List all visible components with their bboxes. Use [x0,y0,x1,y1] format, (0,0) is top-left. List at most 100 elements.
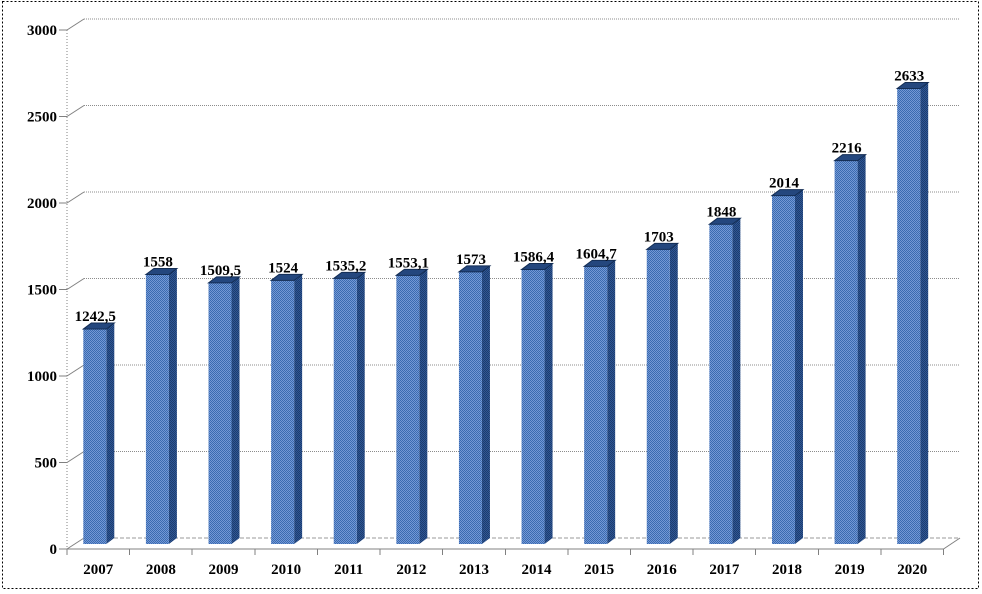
y-tick-depth-connector [66,105,85,117]
bar-front-face [208,282,232,544]
bar-front-face [145,274,169,544]
bar-top-face [269,273,304,281]
bar-group-2014: 1586,4 [513,250,555,544]
chart-floor [59,537,961,555]
bar-group-2008: 1558 [143,254,179,544]
x-tick-label: 2016 [647,562,678,578]
bar-front-face [771,195,795,544]
bar-front-face [897,88,921,544]
bar-front-face [709,224,733,544]
bar-side-face [669,243,678,545]
x-tick-label: 2008 [146,562,176,578]
bar-value-label: 2014 [769,176,800,192]
bar-group-2016: 1703 [644,229,680,545]
bar-top-face [144,267,179,275]
bar-top-face [332,271,367,279]
y-tick-label: 1000 [27,369,57,385]
bar-value-label: 1242,5 [75,309,116,325]
y-tick-depth-connector [66,451,85,463]
x-tick-label: 2010 [271,562,301,578]
bar-value-label: 1524 [268,260,299,276]
x-tick-label: 2011 [334,562,363,578]
bar-front-face [396,275,420,544]
bar-value-label: 1848 [706,204,736,220]
bar-side-face [607,260,616,544]
bar-top-face [707,217,742,225]
bar-side-face [794,189,803,544]
bar-top-face [394,268,429,276]
bar-side-face [732,218,741,544]
bar-top-face [207,276,242,284]
bar-top-face [81,322,116,330]
bar-value-label: 2633 [894,68,924,84]
bar-value-label: 1604,7 [576,246,618,262]
bar-side-face [168,268,177,544]
bar-side-face [419,269,428,544]
bar-group-2019: 2216 [832,141,868,544]
x-tick-label: 2007 [83,562,114,578]
bar-side-face [857,154,866,544]
bar-group-2012: 1553,1 [388,255,429,544]
bar-value-label: 1703 [644,229,674,245]
y-tick-depth-connector [66,537,85,550]
bar-top-face [895,81,930,89]
y-tick-depth-connector [66,364,85,377]
x-tick-label: 2013 [459,562,489,578]
bar-top-face [770,189,805,197]
floor-right-depth-edge [943,537,961,550]
bar-top-face [520,263,555,271]
x-tick-label: 2018 [772,562,802,578]
bar-value-label: 1573 [456,252,486,268]
bar-front-face [458,271,482,544]
bar-top-face [833,154,868,162]
y-tick-depth-connector [66,278,85,290]
x-tick-label: 2017 [709,562,740,578]
bar-side-face [231,276,240,544]
bar-front-face [646,249,670,545]
bar-group-2020: 2633 [894,68,930,544]
bar-front-face [333,278,357,544]
x-tick-label: 2014 [522,562,553,578]
x-tick-label: 2012 [396,562,426,578]
y-tick-label: 2500 [27,110,57,126]
bar-side-face [356,272,365,544]
bar-side-face [544,263,553,544]
bar-group-2015: 1604,7 [576,246,618,544]
bar-group-2013: 1573 [456,252,492,544]
bar-top-face [645,242,680,250]
x-tick-label: 2019 [835,562,865,578]
x-tick-label: 2020 [897,562,927,578]
bar-group-2017: 1848 [706,204,742,544]
bar-top-face [457,265,492,273]
bar-front-face [584,266,608,544]
bar-side-face [106,323,115,544]
y-tick-label: 500 [35,456,58,472]
x-tick-label: 2015 [584,562,614,578]
bar-front-face [83,329,107,544]
bar-top-face [582,259,617,267]
bar-value-label: 1509,5 [200,263,241,279]
y-tick-depth-connector [66,18,85,31]
bar-value-label: 1558 [143,254,173,270]
bar-value-label: 1535,2 [325,258,366,274]
bar-side-face [481,265,490,544]
bar-value-label: 1586,4 [513,250,555,266]
bar-side-face [920,82,929,544]
y-tick-label: 1500 [27,283,57,299]
bar-side-face [294,274,303,544]
x-tick-label: 2009 [209,562,239,578]
bar-front-face [834,160,858,544]
y-tick-label: 0 [50,542,58,558]
y-tick-label: 3000 [27,23,57,39]
bar-group-2007: 1242,5 [75,309,116,544]
bar-group-2018: 2014 [769,176,805,544]
bar-front-face [521,269,545,544]
bar-group-2011: 1535,2 [325,258,366,544]
y-tick-label: 2000 [27,196,57,212]
bar-group-2010: 1524 [268,260,304,544]
y-tick-depth-connector [66,191,85,204]
bar-front-face [271,280,295,544]
